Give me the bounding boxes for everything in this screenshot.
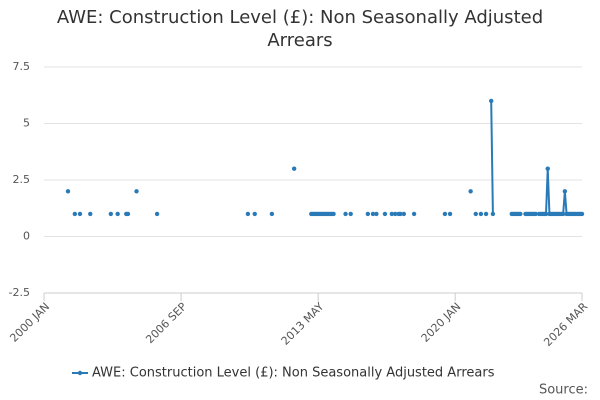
point	[560, 211, 566, 217]
point	[447, 211, 453, 217]
point	[562, 189, 568, 194]
point	[382, 211, 388, 217]
point	[370, 211, 376, 217]
chart-title: AWE: Construction Level (£): Non Seasona…	[56, 7, 544, 51]
point	[115, 211, 120, 217]
point	[398, 211, 403, 217]
x-tick-label: 2000 JAN	[7, 300, 52, 345]
point	[543, 211, 549, 217]
point	[545, 166, 550, 171]
point	[65, 189, 71, 194]
point	[490, 211, 496, 217]
point	[108, 211, 114, 217]
point	[343, 211, 348, 217]
y-tick-label: 7.5	[13, 60, 31, 73]
point	[291, 166, 297, 171]
point	[252, 211, 257, 217]
point	[488, 98, 494, 104]
point	[269, 211, 275, 217]
point	[401, 211, 407, 217]
point	[88, 211, 93, 217]
point	[411, 211, 417, 217]
legend-label: AWE: Construction Level (£): Non Seasona…	[92, 366, 495, 381]
point	[468, 189, 473, 194]
point	[393, 211, 398, 217]
point	[245, 211, 251, 217]
point	[134, 189, 139, 194]
point	[154, 211, 160, 217]
point	[77, 211, 83, 217]
y-tick-label: 5	[23, 117, 30, 130]
point	[533, 211, 538, 217]
point	[72, 211, 78, 217]
y-tick-label: 0	[23, 230, 30, 243]
y-tick-label: -2.5	[9, 286, 30, 299]
point	[365, 211, 371, 217]
y-tick-label: 2.5	[13, 173, 31, 186]
point	[442, 211, 448, 217]
point	[478, 211, 484, 217]
x-tick-label: 2026 MAR	[541, 300, 590, 349]
point	[389, 211, 395, 217]
source: Source:	[539, 383, 588, 398]
line	[490, 100, 494, 214]
point	[518, 211, 523, 217]
point	[331, 211, 336, 217]
x-tick-label: 2013 MAY	[279, 300, 327, 348]
point	[125, 211, 131, 217]
x-tick-label: 2020 JAN	[419, 300, 464, 345]
point	[579, 211, 585, 217]
point	[348, 211, 353, 217]
line	[539, 168, 582, 215]
legend-dot	[77, 370, 83, 376]
point	[483, 211, 489, 217]
point	[473, 211, 478, 217]
x-tick-label: 2006 SEP	[143, 300, 189, 346]
point	[374, 211, 379, 217]
